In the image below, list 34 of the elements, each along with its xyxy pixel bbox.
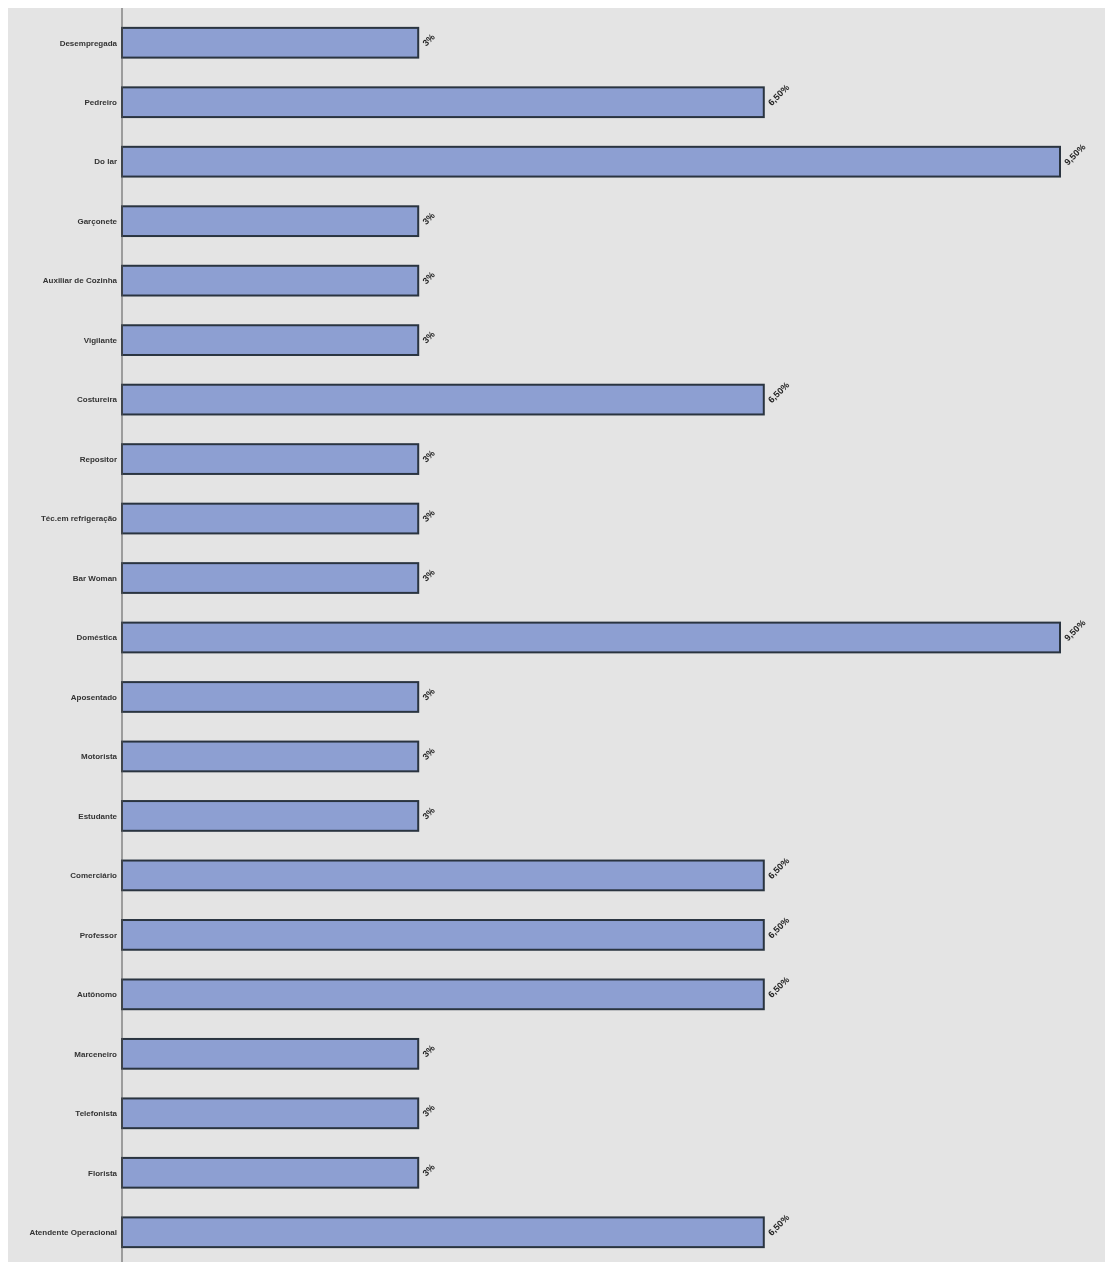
data-label: 3%: [420, 1161, 437, 1179]
y-tick-label: Marceneiro: [74, 1049, 118, 1059]
y-tick-label: Estudante: [78, 811, 118, 821]
y-tick-label: Auxiliar de Cozinha: [42, 276, 118, 286]
y-tick-label: Pedreiro: [84, 98, 118, 108]
y-tick-label: Aposentado: [70, 692, 118, 702]
y-tick-label: Motorista: [81, 752, 118, 762]
data-label: 3%: [420, 805, 437, 822]
y-tick-label: Florista: [88, 1168, 118, 1178]
y-tick-label: Professor: [79, 930, 117, 940]
y-tick-label: Doméstica: [76, 633, 118, 643]
data-label: 3%: [420, 745, 437, 762]
data-label: 3%: [420, 448, 437, 465]
data-label: 3%: [420, 269, 437, 287]
data-label: 3%: [420, 329, 437, 346]
data-label: 3%: [420, 1102, 437, 1119]
y-tick-label: Desempregada: [59, 38, 118, 48]
y-tick-label: Téc.em refrigeração: [40, 514, 118, 524]
y-tick-label: Atendente Operacional: [29, 1228, 117, 1238]
data-label: 3%: [420, 31, 437, 49]
y-tick-label: Do lar: [94, 157, 117, 167]
data-label: 3%: [420, 1042, 437, 1060]
y-tick-label: Repositor: [79, 454, 117, 464]
y-tick-label: Garçonete: [77, 216, 118, 226]
data-label: 3%: [420, 567, 437, 584]
y-tick-label: Vigilante: [83, 335, 118, 345]
data-label: 3%: [420, 210, 437, 227]
y-tick-label: Comerciário: [70, 871, 118, 881]
y-tick-label: Costureira: [76, 395, 118, 405]
y-tick-label: Autônomo: [77, 990, 118, 1000]
y-tick-label: Telefonista: [75, 1109, 118, 1119]
data-label: 3%: [420, 686, 437, 703]
y-tick-label: Bar Woman: [72, 573, 118, 583]
data-label: 3%: [420, 507, 437, 524]
